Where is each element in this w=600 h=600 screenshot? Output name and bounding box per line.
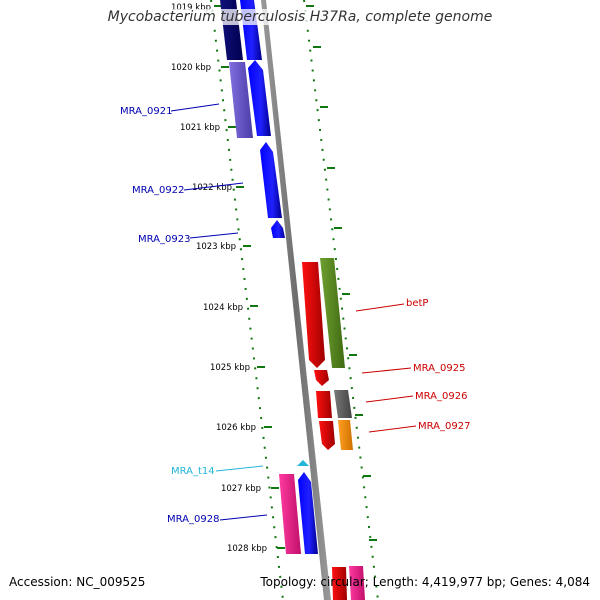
gene-betp[interactable] [320, 258, 345, 368]
tick-label: 1028 kbp [227, 544, 267, 554]
tick-label: 1027 kbp [221, 484, 261, 494]
gene-label-mra-0922[interactable]: MRA_0922 [132, 185, 184, 196]
leader-line [368, 425, 417, 433]
gene-mra-0927[interactable] [338, 420, 353, 450]
gene-label-mra-0927[interactable]: MRA_0927 [418, 421, 470, 432]
gene-label-mra-0923[interactable]: MRA_0923 [138, 234, 190, 245]
tick-label: 1019 kbp [171, 3, 211, 13]
genome-title: Mycobacterium tuberculosis H37Ra, comple… [0, 9, 600, 25]
ruler-left [210, 0, 284, 600]
gene-mra-0922[interactable] [260, 142, 282, 218]
gene-label-mra-0926[interactable]: MRA_0926 [415, 391, 467, 402]
tick-label: 1024 kbp [203, 303, 243, 313]
leader-line [219, 514, 268, 521]
gene-mra-0923[interactable] [271, 220, 285, 238]
topology-text: Topology: circular; Length: 4,419,977 bp… [260, 575, 590, 589]
leader-line [183, 182, 244, 191]
gene-mra-0928-pink[interactable] [279, 474, 301, 554]
tick-label: 1020 kbp [171, 63, 211, 73]
genome-backbone [261, 0, 331, 600]
gene-mra-0928[interactable] [298, 472, 318, 554]
tick-marks-right [306, 5, 377, 541]
gene-label-mra-0925[interactable]: MRA_0925 [413, 363, 465, 374]
leader-line [365, 395, 414, 403]
gene-label-mra-0928[interactable]: MRA_0928 [167, 514, 219, 525]
gene-label-betp[interactable]: betP [406, 298, 428, 309]
gene-mra-0926[interactable] [334, 390, 352, 418]
leader-line [355, 303, 405, 312]
tick-label: 1026 kbp [216, 423, 256, 433]
gene-mra-0926-red[interactable] [316, 391, 332, 418]
gene-mra-0927-red[interactable] [319, 421, 335, 450]
gene-mra-0925[interactable] [314, 370, 329, 386]
tick-label: 1025 kbp [210, 363, 250, 373]
ruler-right [303, 0, 379, 600]
leader-line [361, 367, 412, 374]
tick-label: 1023 kbp [196, 242, 236, 252]
leader-line [215, 465, 264, 472]
gene-bottom-pink[interactable] [349, 566, 365, 600]
gene-bottom-red[interactable] [332, 567, 347, 600]
gene-label-mra-t14[interactable]: MRA_t14 [171, 466, 215, 477]
gene-mra-0924-red[interactable] [302, 262, 325, 368]
tick-label: 1022 kbp [192, 183, 232, 193]
accession-text: Accession: NC_009525 [9, 575, 146, 589]
gene-label-mra-0921[interactable]: MRA_0921 [120, 106, 172, 117]
gene-mra-t14[interactable] [297, 460, 309, 466]
leader-line [170, 103, 220, 112]
tick-marks [214, 5, 285, 549]
gene-mra-0921[interactable] [229, 62, 253, 138]
tick-label: 1021 kbp [180, 123, 220, 133]
gene-mra-0921-arrow[interactable] [248, 60, 271, 136]
leader-line [189, 232, 239, 239]
